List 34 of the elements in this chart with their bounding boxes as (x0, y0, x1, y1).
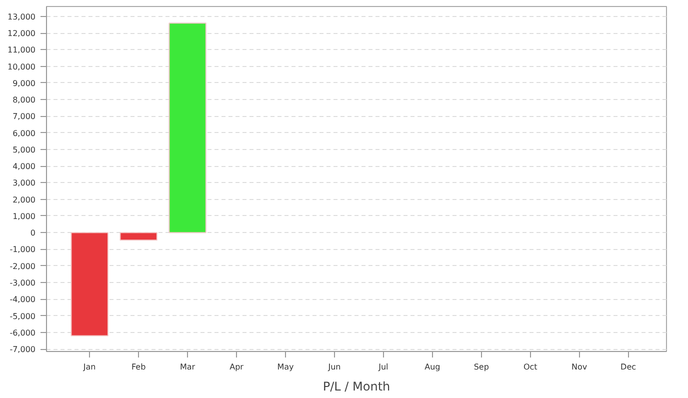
x-tick-label: Apr (230, 362, 244, 372)
y-tick-label: 12,000 (8, 29, 36, 38)
y-tick-label: -1,000 (10, 245, 36, 254)
y-tick-label: 0 (30, 228, 36, 238)
x-tick-label: Jul (378, 362, 388, 372)
x-tick-label: May (277, 362, 294, 372)
y-tick-label: -5,000 (10, 312, 36, 321)
x-tick-label: Sep (474, 362, 489, 372)
y-tick-label: -7,000 (10, 345, 36, 354)
y-tick-label: 9,000 (12, 78, 36, 88)
y-tick-label: 3,000 (12, 178, 36, 188)
y-tick-label: -6,000 (10, 328, 36, 338)
x-tick-label: Jun (327, 362, 341, 372)
x-tick-label: Nov (572, 362, 588, 372)
y-tick-label: -3,000 (10, 278, 36, 288)
y-tick-label: 4,000 (12, 162, 36, 172)
x-tick-label: Jan (82, 362, 96, 372)
x-tick-label: Oct (523, 362, 538, 372)
y-tick-label: 5,000 (12, 145, 36, 154)
x-tick-label: Feb (131, 362, 146, 372)
y-tick-label: 13,000 (8, 12, 36, 22)
y-tick-label: 10,000 (8, 62, 36, 72)
y-tick-label: 8,000 (12, 96, 36, 105)
y-tick-label: -2,000 (10, 262, 36, 271)
y-tick-label: 11,000 (8, 46, 36, 55)
y-tick-label: -4,000 (10, 295, 36, 304)
x-tick-label: Dec (620, 362, 636, 372)
y-tick-label: 6,000 (12, 128, 36, 138)
x-tick-label: Mar (180, 362, 196, 372)
y-tick-label: 1,000 (12, 212, 36, 221)
x-tick-label: Aug (424, 362, 440, 372)
y-tick-label: 7,000 (12, 112, 36, 122)
x-axis-title: P/L / Month (322, 380, 390, 394)
y-tick-label: 2,000 (12, 195, 36, 204)
